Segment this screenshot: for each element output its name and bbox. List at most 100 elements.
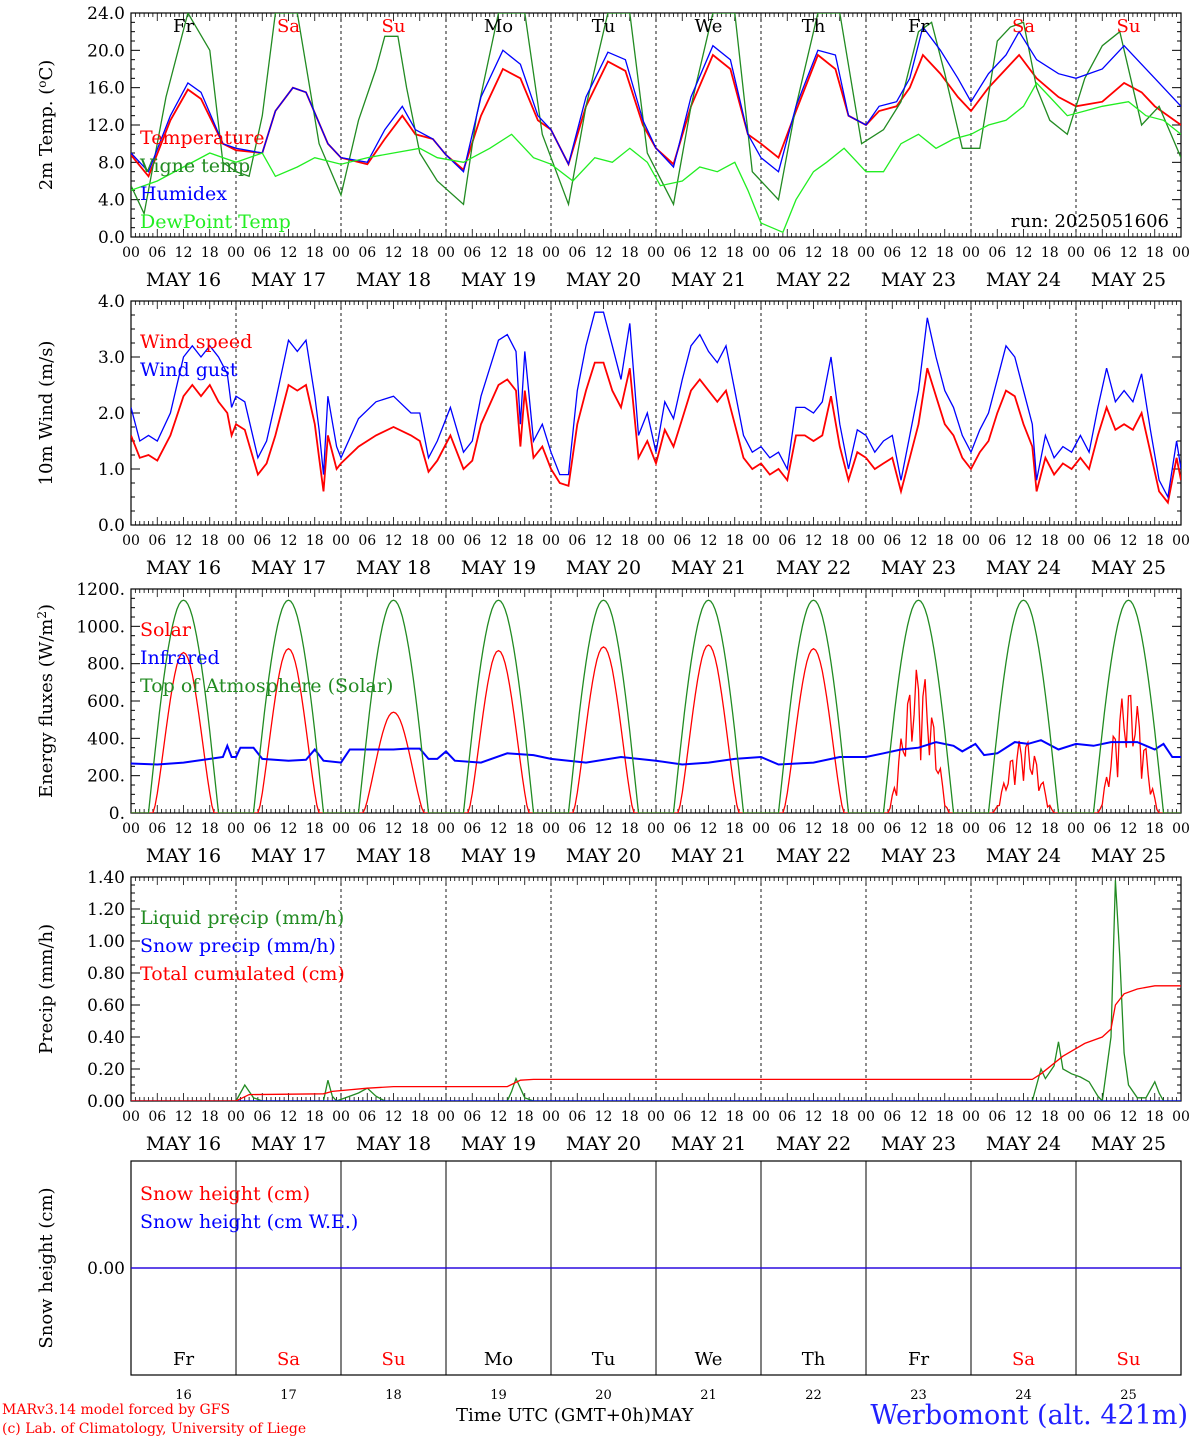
hour-tick-label: 06 — [673, 1109, 691, 1125]
hour-tick-label: 12 — [700, 1109, 718, 1125]
day-name-label: Tu — [592, 1349, 616, 1370]
day-number-label: 16 — [175, 1388, 192, 1403]
hour-tick-label: 06 — [1093, 533, 1111, 549]
hour-tick-label: 06 — [463, 1109, 481, 1125]
model-credit: MARv3.14 model forced by GFS — [2, 1402, 231, 1418]
hour-tick-label: 18 — [1146, 245, 1164, 261]
hour-tick-label: 12 — [595, 245, 613, 261]
hour-tick-label: 06 — [778, 1109, 796, 1125]
y-tick-label: 16.0 — [87, 79, 125, 99]
date-label: MAY 20 — [566, 269, 641, 291]
y-tick-label: 0.0 — [98, 516, 125, 536]
panel-5: 0.00 Snow height (cm) Snow height (cm) Snow… — [36, 1160, 1182, 1403]
legend-entry: Total cumulated (cm) — [140, 963, 345, 985]
hour-tick-label: 00 — [857, 1109, 875, 1125]
series-line-humidex — [131, 25, 1181, 173]
hour-tick-label: 12 — [805, 1109, 823, 1125]
hour-tick-label: 12 — [1015, 245, 1033, 261]
hour-tick-label: 18 — [516, 245, 534, 261]
hour-tick-label: 12 — [490, 821, 508, 837]
hour-tick-label: 06 — [148, 821, 166, 837]
day-name-label: Su — [382, 1349, 406, 1370]
hour-tick-label: 06 — [253, 821, 271, 837]
hour-tick-label: 12 — [700, 245, 718, 261]
series-line-liquid-precip-mm-h- — [131, 880, 1181, 1101]
hour-tick-label: 00 — [122, 245, 140, 261]
date-label: MAY 25 — [1091, 269, 1166, 291]
hour-tick-label: 00 — [647, 1109, 665, 1125]
hour-tick-label: 06 — [673, 245, 691, 261]
date-label: MAY 22 — [776, 1133, 851, 1155]
day-name-label: Su — [1117, 16, 1141, 37]
hour-tick-label: 06 — [148, 533, 166, 549]
hour-tick-label: 12 — [385, 821, 403, 837]
hour-tick-label: 00 — [752, 1109, 770, 1125]
date-label: MAY 23 — [881, 269, 956, 291]
hour-tick-label: 12 — [175, 1109, 193, 1125]
hour-tick-label: 06 — [883, 1109, 901, 1125]
hour-tick-label: 12 — [490, 245, 508, 261]
hour-tick-label: 18 — [726, 1109, 744, 1125]
station-title: Werbomont (alt. 421m) — [870, 1400, 1188, 1431]
date-label: MAY 25 — [1091, 845, 1166, 867]
hour-tick-label: 00 — [227, 533, 245, 549]
date-label: MAY 20 — [566, 845, 641, 867]
hour-tick-label: 18 — [936, 533, 954, 549]
date-label: MAY 24 — [986, 1133, 1061, 1155]
legend-entry: Top of Atmosphere (Solar) — [140, 675, 393, 697]
hour-tick-label: 12 — [1120, 821, 1138, 837]
date-label: MAY 20 — [566, 1133, 641, 1155]
run-label: run: 2025051606 — [1011, 211, 1169, 232]
panel-2: 0.0 1.0 2.0 3.0 4.0 10m Wind (m/s) Wind speed W… — [36, 292, 1190, 579]
hour-tick-label: 12 — [1015, 1109, 1033, 1125]
hour-tick-label: 12 — [910, 533, 928, 549]
hour-tick-label: 00 — [752, 533, 770, 549]
day-number-label: 17 — [280, 1388, 297, 1403]
date-label: MAY 22 — [776, 557, 851, 579]
date-label: MAY 18 — [356, 1133, 431, 1155]
date-label: MAY 21 — [671, 1133, 746, 1155]
date-label: MAY 23 — [881, 845, 956, 867]
hour-tick-label: 00 — [962, 533, 980, 549]
hour-tick-label: 18 — [621, 821, 639, 837]
y-tick-label: 4.0 — [98, 292, 125, 312]
hour-tick-label: 00 — [647, 245, 665, 261]
hour-tick-label: 06 — [1093, 1109, 1111, 1125]
date-label: MAY 23 — [881, 557, 956, 579]
date-label: MAY 18 — [356, 269, 431, 291]
legend-entry: Wind gust — [140, 359, 238, 381]
hour-tick-label: 00 — [542, 821, 560, 837]
day-name-label: Th — [802, 16, 826, 37]
hour-tick-label: 12 — [595, 1109, 613, 1125]
hour-tick-label: 06 — [1093, 245, 1111, 261]
day-name-label: We — [695, 1349, 723, 1370]
hour-tick-label: 00 — [1067, 1109, 1085, 1125]
hour-tick-label: 18 — [516, 821, 534, 837]
legend-entry: Snow height (cm) — [140, 1183, 310, 1205]
legend-entry: Temperature — [140, 127, 264, 149]
hour-tick-label: 00 — [857, 821, 875, 837]
y-tick-label: 0. — [109, 804, 125, 824]
y-tick-label: 0.00 — [87, 1259, 125, 1279]
date-label: MAY 16 — [146, 269, 221, 291]
hour-tick-label: 18 — [1041, 245, 1059, 261]
series-line-dewpoint-temp — [131, 81, 1181, 234]
hour-tick-label: 06 — [253, 1109, 271, 1125]
y-tick-label: 1.00 — [87, 932, 125, 952]
hour-tick-label: 06 — [358, 821, 376, 837]
day-number-label: 20 — [595, 1388, 612, 1403]
legend-entry: Liquid precip (mm/h) — [140, 907, 344, 929]
hour-tick-label: 18 — [411, 1109, 429, 1125]
hour-tick-label: 00 — [332, 245, 350, 261]
hour-tick-label: 06 — [883, 533, 901, 549]
y-tick-label: 2.0 — [98, 404, 125, 424]
hour-tick-label: 12 — [805, 245, 823, 261]
hour-tick-label: 00 — [542, 245, 560, 261]
hour-tick-label: 18 — [726, 245, 744, 261]
date-label: MAY 25 — [1091, 1133, 1166, 1155]
date-label: MAY 19 — [461, 557, 536, 579]
hour-tick-label: 12 — [385, 1109, 403, 1125]
day-number-label: 22 — [805, 1388, 822, 1403]
hour-tick-label: 12 — [490, 1109, 508, 1125]
series-line-top-of-atmosphere-solar- — [131, 599, 1181, 813]
